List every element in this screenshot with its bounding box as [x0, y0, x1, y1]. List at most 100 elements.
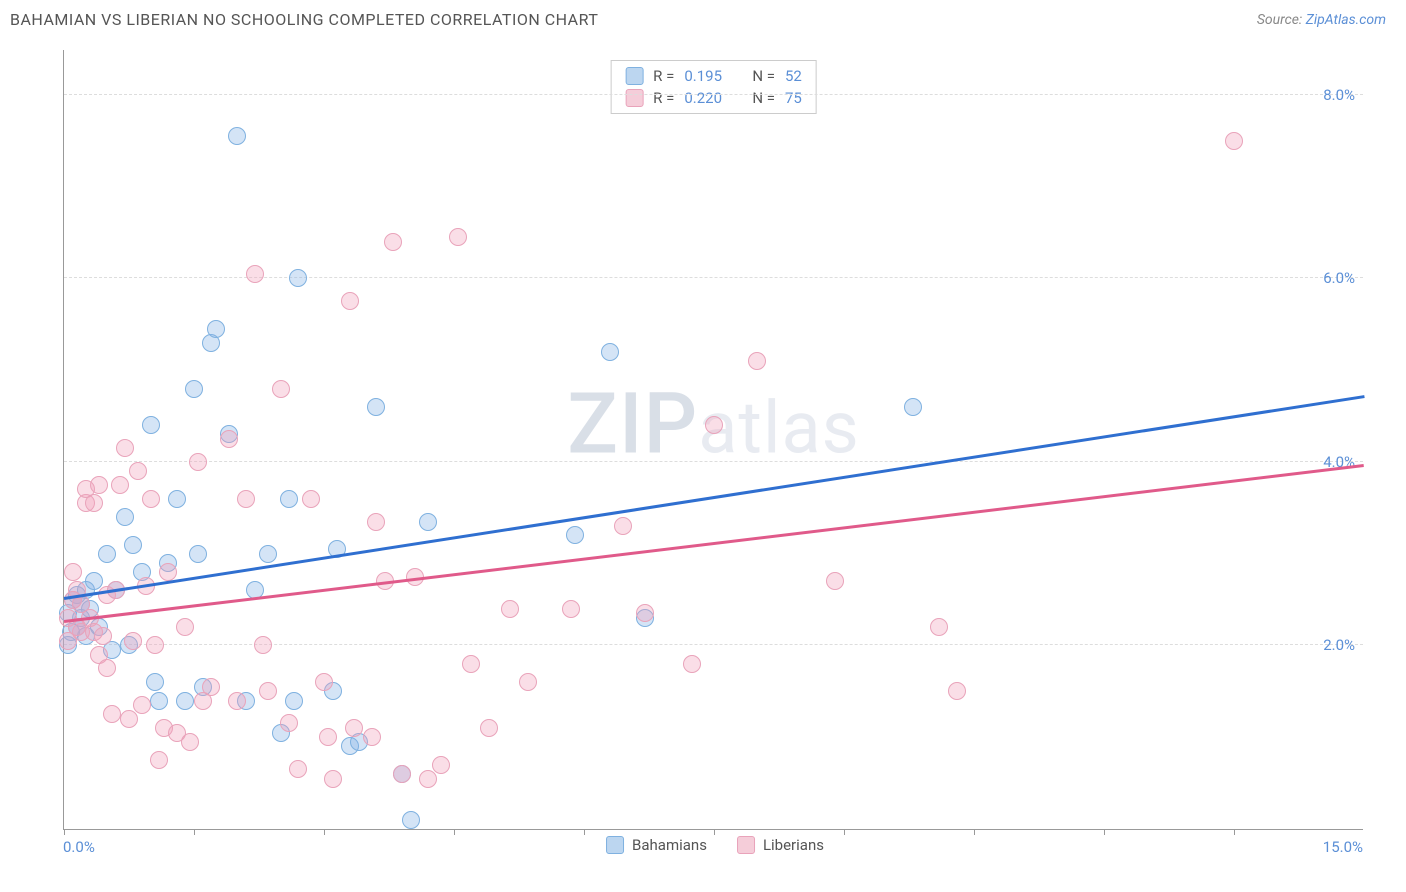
data-point — [462, 655, 480, 673]
data-point — [142, 416, 160, 434]
series-item-liberians: Liberians — [737, 836, 824, 854]
data-point — [419, 513, 437, 531]
data-point — [419, 770, 437, 788]
data-point — [90, 476, 108, 494]
chart-title: BAHAMIAN VS LIBERIAN NO SCHOOLING COMPLE… — [10, 10, 598, 29]
data-point — [85, 494, 103, 512]
data-point — [501, 600, 519, 618]
data-point — [480, 719, 498, 737]
x-tick — [64, 829, 65, 835]
data-point — [159, 563, 177, 581]
data-point — [176, 692, 194, 710]
data-point — [324, 770, 342, 788]
stat-r-label: R = — [653, 89, 674, 107]
data-point — [683, 655, 701, 673]
data-point — [133, 696, 151, 714]
data-point — [432, 756, 450, 774]
swatch-bahamians-icon — [606, 836, 624, 854]
data-point — [259, 545, 277, 563]
data-point — [111, 476, 129, 494]
source-credit: Source: ZipAtlas.com — [1257, 12, 1386, 28]
data-point — [272, 380, 290, 398]
data-point — [146, 636, 164, 654]
data-point — [285, 692, 303, 710]
trend-line — [64, 464, 1364, 622]
x-tick — [714, 829, 715, 835]
data-point — [289, 760, 307, 778]
data-point — [228, 127, 246, 145]
gridline — [64, 94, 1363, 95]
gridline — [64, 461, 1363, 462]
data-point — [103, 705, 121, 723]
y-tick-label: 2.0% — [1323, 636, 1355, 654]
data-point — [124, 632, 142, 650]
series-label-1: Liberians — [763, 836, 824, 854]
data-point — [519, 673, 537, 691]
y-tick-label: 8.0% — [1323, 86, 1355, 104]
data-point — [302, 490, 320, 508]
data-point — [120, 710, 138, 728]
data-point — [367, 513, 385, 531]
data-point — [181, 733, 199, 751]
data-point — [601, 343, 619, 361]
chart-header: BAHAMIAN VS LIBERIAN NO SCHOOLING COMPLE… — [0, 0, 1406, 29]
data-point — [948, 682, 966, 700]
data-point — [189, 453, 207, 471]
data-point — [384, 233, 402, 251]
data-point — [189, 545, 207, 563]
data-point — [168, 490, 186, 508]
data-point — [341, 292, 359, 310]
x-tick — [1104, 829, 1105, 835]
data-point — [289, 269, 307, 287]
data-point — [904, 398, 922, 416]
data-point — [142, 490, 160, 508]
stat-r-label: R = — [653, 67, 674, 85]
x-tick — [324, 829, 325, 835]
x-tick — [194, 829, 195, 835]
data-point — [315, 673, 333, 691]
data-point — [116, 439, 134, 457]
stats-row-bahamians: R = 0.195 N = 52 — [625, 65, 802, 87]
data-point — [705, 416, 723, 434]
stat-n-label: N = — [752, 67, 775, 85]
x-origin-label: 0.0% — [63, 838, 95, 856]
data-point — [150, 692, 168, 710]
data-point — [94, 627, 112, 645]
x-tick — [1234, 829, 1235, 835]
x-max-label: 15.0% — [1323, 838, 1363, 856]
swatch-bahamians — [625, 67, 643, 85]
data-point — [207, 320, 225, 338]
stats-row-liberians: R = 0.220 N = 75 — [625, 87, 802, 109]
series-item-bahamians: Bahamians — [606, 836, 707, 854]
data-point — [176, 618, 194, 636]
stat-n-label: N = — [752, 89, 775, 107]
x-tick — [844, 829, 845, 835]
data-point — [748, 352, 766, 370]
data-point — [345, 719, 363, 737]
data-point — [150, 751, 168, 769]
source-link[interactable]: ZipAtlas.com — [1306, 12, 1386, 28]
data-point — [280, 714, 298, 732]
data-point — [124, 536, 142, 554]
x-tick — [454, 829, 455, 835]
data-point — [566, 526, 584, 544]
source-prefix: Source: — [1257, 12, 1306, 28]
stat-r-value-0: 0.195 — [684, 67, 734, 85]
data-point — [614, 517, 632, 535]
data-point — [636, 604, 654, 622]
data-point — [1225, 132, 1243, 150]
data-point — [116, 508, 134, 526]
swatch-liberians-icon — [737, 836, 755, 854]
data-point — [367, 398, 385, 416]
data-point — [98, 545, 116, 563]
data-point — [237, 490, 255, 508]
x-tick — [584, 829, 585, 835]
stat-r-value-1: 0.220 — [684, 89, 734, 107]
data-point — [202, 678, 220, 696]
data-point — [220, 430, 238, 448]
stat-n-value-0: 52 — [785, 67, 802, 85]
data-point — [930, 618, 948, 636]
stat-n-value-1: 75 — [785, 89, 802, 107]
data-point — [449, 228, 467, 246]
chart-container: No Schooling Completed ZIPatlas R = 0.19… — [45, 40, 1385, 860]
